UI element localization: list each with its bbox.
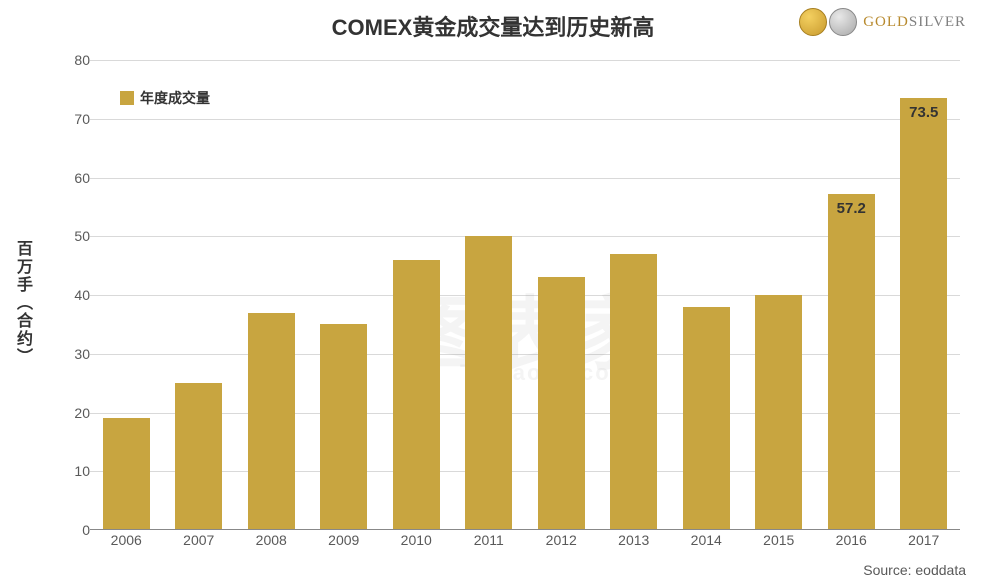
y-axis-label: 百万手（合约） — [10, 240, 34, 366]
y-tick: 20 — [74, 405, 90, 421]
y-tick: 0 — [82, 522, 90, 538]
logo-coins — [799, 8, 857, 36]
silver-coin-icon — [829, 8, 857, 36]
y-tick: 50 — [74, 228, 90, 244]
bar — [610, 254, 657, 530]
bar — [175, 383, 222, 530]
logo-text-silver: SILVER — [909, 14, 966, 30]
x-tick: 2006 — [111, 532, 142, 548]
bar: 73.5 — [900, 98, 947, 530]
x-axis: 2006 2007 2008 2009 2010 2011 2012 2013 2014 2015… — [90, 532, 960, 556]
brand-logo: GOLDSILVER — [799, 8, 966, 36]
bar — [248, 313, 295, 530]
x-tick: 2013 — [618, 532, 649, 548]
bar — [320, 324, 367, 530]
plot-area: 图表家 Tubiaojia.com 57.273.5 — [90, 60, 960, 530]
bar — [683, 307, 730, 530]
x-baseline — [90, 529, 960, 530]
y-tick: 70 — [74, 111, 90, 127]
x-tick: 2008 — [256, 532, 287, 548]
x-tick: 2011 — [474, 532, 504, 548]
bar — [393, 260, 440, 530]
y-tick: 40 — [74, 287, 90, 303]
y-tick: 30 — [74, 346, 90, 362]
x-tick: 2014 — [691, 532, 722, 548]
y-tick: 80 — [74, 52, 90, 68]
source-label: Source: eoddata — [863, 562, 966, 578]
x-tick: 2012 — [546, 532, 577, 548]
bars-group: 57.2 73.5 — [90, 60, 960, 530]
chart-container: COMEX黄金成交量达到历史新高 GOLDSILVER 百万手（合约） 0102… — [0, 0, 986, 584]
bar — [103, 418, 150, 530]
x-tick: 2016 — [836, 532, 867, 548]
x-tick: 2007 — [183, 532, 214, 548]
x-tick: 2009 — [328, 532, 359, 548]
bar: 57.2 — [828, 194, 875, 530]
y-tick: 60 — [74, 170, 90, 186]
bar-value-label: 57.2 — [828, 200, 875, 217]
legend: 年度成交量 — [120, 88, 210, 108]
bar — [538, 277, 585, 530]
bar — [465, 236, 512, 530]
bar — [755, 295, 802, 530]
y-tick: 10 — [74, 463, 90, 479]
legend-swatch — [120, 91, 134, 105]
logo-text: GOLDSILVER — [863, 14, 966, 31]
x-tick: 2017 — [908, 532, 939, 548]
gold-coin-icon — [799, 8, 827, 36]
x-tick: 2015 — [763, 532, 794, 548]
bar-value-label: 73.5 — [900, 104, 947, 121]
y-axis: 01020304050607080 — [60, 60, 90, 530]
x-tick: 2010 — [401, 532, 432, 548]
logo-text-gold: GOLD — [863, 14, 909, 30]
legend-label: 年度成交量 — [140, 88, 210, 108]
